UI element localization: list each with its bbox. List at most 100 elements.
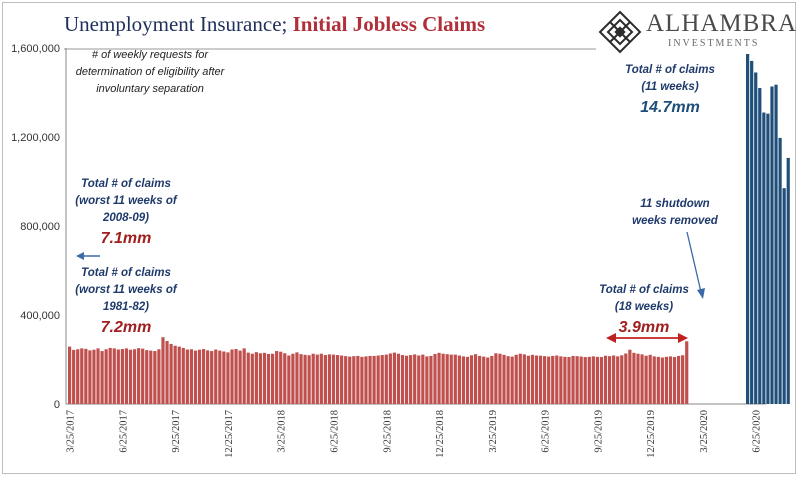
x-axis-ticks: 3/25/2017 6/25/2017 9/25/2017 12/25/2017 3/2… bbox=[66, 410, 763, 458]
red-bar bbox=[364, 356, 368, 404]
red-bar bbox=[206, 350, 210, 404]
total-11-weeks-note: Total # of claims (11 weeks) 14.7mm bbox=[625, 64, 715, 116]
red-bar bbox=[141, 348, 145, 404]
total-18wk-line-1: Total # of claims bbox=[599, 284, 689, 296]
x-tick-label: 3/25/2018 bbox=[277, 410, 288, 453]
total-1981-82-note: Total # of claims (worst 11 weeks of 198… bbox=[75, 267, 178, 336]
red-bar bbox=[201, 349, 206, 404]
red-bar bbox=[275, 351, 279, 404]
red-bar bbox=[214, 349, 218, 404]
blue-bar bbox=[762, 112, 766, 404]
total-18wk-line-2: (18 weeks) bbox=[615, 301, 673, 313]
red-bar bbox=[230, 349, 234, 404]
red-bar bbox=[498, 353, 502, 404]
bar-series bbox=[68, 54, 790, 405]
red-bar bbox=[340, 355, 344, 404]
red-bar bbox=[538, 355, 543, 404]
blue-bar bbox=[774, 84, 778, 405]
blue-bar bbox=[786, 157, 790, 404]
red-bar bbox=[547, 356, 551, 404]
x-tick-label: 6/25/2018 bbox=[330, 410, 341, 453]
red-bar bbox=[315, 354, 319, 404]
red-bar bbox=[559, 356, 563, 404]
red-bar bbox=[685, 341, 689, 404]
blue-bar bbox=[782, 188, 786, 404]
red-bar bbox=[169, 343, 173, 404]
blue-bar bbox=[770, 86, 774, 405]
red-bar bbox=[522, 354, 526, 404]
red-bar bbox=[189, 349, 193, 404]
blue-bar bbox=[766, 113, 770, 404]
red-bar bbox=[307, 355, 311, 404]
red-bar bbox=[96, 348, 100, 405]
red-bar bbox=[352, 356, 356, 404]
red-bar bbox=[335, 355, 340, 404]
total-8182-line-2: (worst 11 weeks of bbox=[75, 284, 178, 296]
red-bar bbox=[149, 350, 153, 404]
red-bar bbox=[575, 356, 579, 404]
red-bar bbox=[672, 357, 677, 404]
shutdown-note: 11 shutdown weeks removed bbox=[632, 198, 719, 227]
blue-bar bbox=[750, 60, 754, 404]
x-tick-label: 6/25/2017 bbox=[118, 410, 129, 453]
red-bar bbox=[356, 355, 360, 404]
red-bar bbox=[116, 349, 120, 404]
red-bar bbox=[681, 355, 685, 404]
total-2008-09-note: Total # of claims (worst 11 weeks of 200… bbox=[75, 178, 178, 247]
red-bar bbox=[72, 349, 76, 404]
x-tick-label: 3/25/2017 bbox=[66, 410, 77, 453]
title-part-1: Unemployment Insurance; bbox=[64, 12, 293, 36]
red-bar bbox=[400, 355, 405, 404]
red-bar bbox=[656, 356, 660, 404]
shutdown-line-1: 11 shutdown bbox=[640, 198, 709, 210]
red-bar bbox=[254, 352, 258, 404]
red-bar bbox=[258, 353, 263, 404]
red-bar bbox=[421, 354, 425, 404]
red-bar bbox=[372, 355, 376, 404]
red-bar bbox=[368, 355, 372, 404]
red-bar bbox=[84, 348, 88, 404]
red-bar bbox=[636, 353, 640, 404]
red-bar bbox=[453, 354, 457, 404]
definition-note: # of weekly requests for determination o… bbox=[76, 49, 226, 95]
red-bar bbox=[262, 352, 267, 404]
red-bar bbox=[348, 356, 352, 404]
x-tick-label: 3/25/2020 bbox=[699, 410, 710, 453]
red-bar bbox=[677, 355, 681, 404]
total-0809-line-3: 2008-09) bbox=[102, 212, 149, 224]
red-bar bbox=[283, 353, 287, 404]
logo-subtitle: INVESTMENTS bbox=[668, 38, 760, 49]
total-11wk-value: 14.7mm bbox=[640, 99, 700, 116]
red-bar bbox=[104, 349, 108, 404]
red-bar bbox=[449, 354, 453, 404]
definition-line-3: involuntary separation bbox=[96, 83, 204, 95]
red-bar bbox=[469, 355, 474, 404]
red-bar bbox=[384, 354, 388, 404]
total-0809-line-2: (worst 11 weeks of bbox=[75, 195, 178, 207]
red-bar bbox=[599, 357, 604, 404]
red-bar bbox=[331, 354, 336, 404]
red-bar bbox=[433, 353, 437, 404]
red-bar bbox=[226, 352, 230, 404]
red-bar bbox=[299, 354, 303, 404]
red-bar bbox=[234, 349, 238, 404]
red-bar bbox=[161, 337, 165, 404]
x-tick-label: 9/25/2018 bbox=[382, 410, 393, 453]
red-bar bbox=[76, 349, 80, 404]
red-bar bbox=[173, 345, 177, 404]
red-bar bbox=[80, 348, 84, 405]
red-bar bbox=[474, 354, 478, 404]
definition-line-2: determination of eligibility after bbox=[76, 66, 226, 78]
red-bar bbox=[279, 351, 283, 404]
total-18-weeks-note: Total # of claims (18 weeks) 3.9mm bbox=[599, 284, 689, 336]
red-bar bbox=[583, 357, 587, 404]
red-bar bbox=[652, 356, 656, 404]
red-bar bbox=[145, 350, 149, 404]
red-bar bbox=[425, 356, 429, 404]
red-bar bbox=[534, 355, 539, 404]
red-bar bbox=[137, 348, 141, 404]
x-tick-label: 9/25/2019 bbox=[593, 410, 604, 453]
red-bar bbox=[177, 346, 181, 404]
red-bar bbox=[551, 355, 555, 404]
